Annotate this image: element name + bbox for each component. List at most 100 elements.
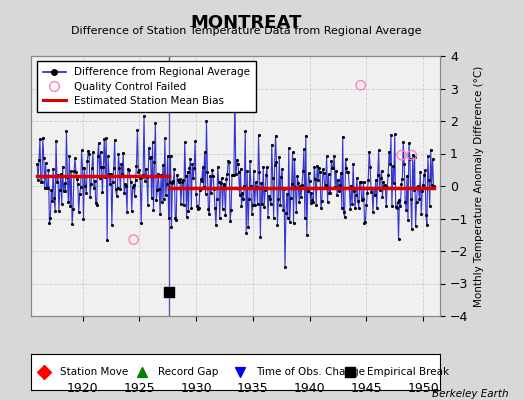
Point (39, 369, 48, 375)
Legend: Difference from Regional Average, Quality Control Failed, Estimated Station Mean: Difference from Regional Average, Qualit… (37, 61, 256, 112)
Point (332, 168, 340, 174)
Text: 1945: 1945 (351, 382, 382, 395)
Point (266, 196, 274, 202)
Point (356, 178, 364, 185)
Point (160, 196, 168, 202)
Point (269, 215, 278, 222)
Point (220, 183, 228, 190)
Point (128, 183, 137, 190)
Point (420, 172, 428, 178)
Point (214, 179, 223, 186)
Point (358, 196, 367, 202)
Point (390, 180, 398, 186)
Point (291, 184, 300, 190)
Point (111, 137, 119, 144)
Point (214, 164, 222, 170)
Point (401, 198, 409, 205)
Point (337, 204, 346, 211)
Point (304, 170, 313, 176)
Point (405, 140, 413, 146)
Point (224, 158, 233, 164)
Point (110, 164, 118, 171)
Point (235, 192, 244, 198)
Point (339, 134, 347, 140)
Point (293, 173, 301, 180)
Point (370, 185, 378, 191)
Point (196, 176, 205, 182)
Point (220, 181, 228, 187)
Point (41, 160, 50, 166)
Point (167, 224, 176, 230)
Point (144, 202, 152, 208)
Point (45, 220, 53, 226)
Point (222, 176, 231, 182)
Point (189, 174, 198, 181)
Point (174, 177, 182, 184)
Point (305, 178, 314, 184)
Point (171, 214, 179, 221)
Point (417, 210, 425, 217)
Point (163, 153, 172, 160)
Point (397, 152, 406, 158)
Point (95, 175, 104, 181)
Point (429, 183, 438, 189)
Point (356, 82, 365, 88)
Point (372, 176, 380, 183)
Point (93, 202, 101, 209)
Point (181, 173, 190, 179)
Point (392, 205, 401, 211)
Point (233, 157, 241, 163)
Point (86, 194, 94, 200)
Point (245, 196, 253, 202)
Point (302, 132, 310, 139)
Point (253, 183, 261, 190)
Point (124, 166, 132, 172)
Point (151, 120, 160, 126)
Point (286, 219, 294, 226)
Point (183, 168, 192, 175)
Point (73, 180, 82, 187)
Point (114, 151, 123, 157)
Point (263, 163, 271, 170)
Point (140, 113, 148, 120)
Point (267, 200, 275, 207)
Point (395, 236, 403, 242)
Point (165, 288, 173, 295)
Point (334, 176, 342, 183)
Point (71, 155, 79, 162)
Point (379, 179, 388, 185)
Point (270, 162, 279, 168)
Point (409, 152, 417, 158)
Point (139, 172, 147, 178)
Point (211, 205, 219, 212)
Point (289, 220, 298, 226)
Point (276, 202, 285, 208)
Point (153, 187, 161, 193)
Point (355, 204, 363, 211)
Point (395, 197, 403, 204)
Point (47, 187, 56, 193)
Point (37, 179, 45, 185)
Point (247, 183, 255, 189)
Point (314, 177, 322, 183)
Point (368, 185, 376, 191)
Point (228, 172, 236, 178)
Point (225, 159, 233, 165)
Point (212, 221, 220, 228)
Point (97, 164, 106, 171)
Point (166, 179, 174, 185)
Point (39, 134, 47, 141)
Point (39, 154, 48, 161)
Point (205, 210, 213, 217)
Point (311, 176, 320, 182)
Point (244, 224, 252, 230)
Point (180, 139, 189, 145)
Point (288, 149, 297, 156)
Text: Station Move: Station Move (60, 367, 128, 377)
Point (141, 166, 150, 172)
Point (403, 172, 411, 179)
Y-axis label: Monthly Temperature Anomaly Difference (°C): Monthly Temperature Anomaly Difference (… (474, 65, 484, 307)
Point (133, 127, 141, 134)
Point (136, 175, 145, 181)
Point (330, 153, 339, 159)
